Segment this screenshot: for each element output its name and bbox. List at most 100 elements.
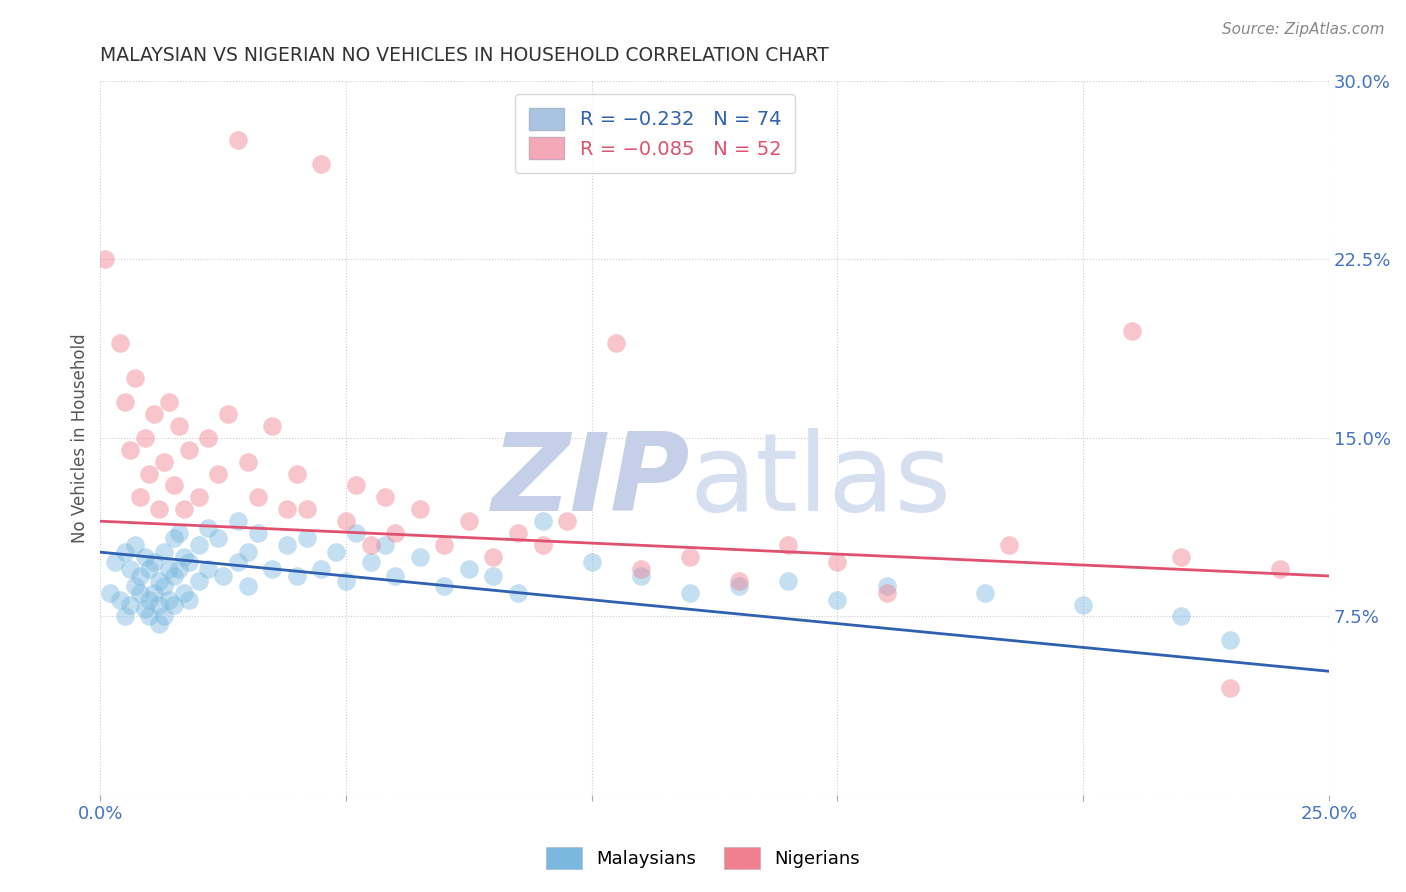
Point [236, 455, 259, 469]
Point [226, 133, 249, 147]
Point [262, 419, 284, 434]
Point [374, 491, 396, 505]
Point [344, 478, 367, 492]
Point [374, 538, 396, 552]
Point [128, 491, 150, 505]
Point [778, 574, 800, 588]
Point [236, 578, 259, 592]
Point [163, 569, 186, 583]
Point [187, 538, 209, 552]
Point [531, 514, 554, 528]
Point [506, 585, 529, 599]
Point [128, 569, 150, 583]
Point [124, 371, 146, 385]
Point [167, 526, 190, 541]
Point [295, 502, 318, 516]
Point [118, 442, 141, 457]
Point [207, 467, 229, 481]
Point [153, 455, 176, 469]
Text: ZIP: ZIP [492, 428, 690, 533]
Point [128, 585, 150, 599]
Point [506, 526, 529, 541]
Point [384, 569, 406, 583]
Point [555, 514, 578, 528]
Point [167, 419, 190, 434]
Point [827, 555, 849, 569]
Point [630, 569, 652, 583]
Point [187, 574, 209, 588]
Point [143, 585, 166, 599]
Point [177, 442, 200, 457]
Point [360, 555, 382, 569]
Point [163, 478, 186, 492]
Point [134, 549, 156, 564]
Point [226, 555, 249, 569]
Text: atlas: atlas [690, 428, 952, 533]
Point [153, 545, 176, 559]
Point [433, 578, 456, 592]
Point [177, 592, 200, 607]
Point [876, 585, 898, 599]
Point [1219, 681, 1241, 695]
Point [482, 549, 505, 564]
Point [163, 598, 186, 612]
Point [157, 395, 180, 409]
Point [1071, 598, 1094, 612]
Point [173, 502, 195, 516]
Point [143, 407, 166, 421]
Point [197, 562, 219, 576]
Point [226, 514, 249, 528]
Point [207, 531, 229, 545]
Y-axis label: No Vehicles in Household: No Vehicles in Household [72, 333, 89, 542]
Point [246, 491, 269, 505]
Point [679, 549, 702, 564]
Point [167, 562, 190, 576]
Point [148, 598, 170, 612]
Point [143, 555, 166, 569]
Point [1121, 324, 1143, 338]
Point [118, 598, 141, 612]
Point [108, 592, 131, 607]
Point [876, 578, 898, 592]
Point [114, 545, 136, 559]
Point [360, 538, 382, 552]
Point [457, 514, 479, 528]
Point [285, 467, 308, 481]
Point [163, 531, 186, 545]
Point [138, 562, 160, 576]
Point [335, 514, 357, 528]
Point [311, 562, 333, 576]
Text: Source: ZipAtlas.com: Source: ZipAtlas.com [1222, 22, 1385, 37]
Point [148, 502, 170, 516]
Point [605, 335, 627, 350]
Point [173, 585, 195, 599]
Point [187, 491, 209, 505]
Point [138, 467, 160, 481]
Point [1268, 562, 1291, 576]
Point [409, 549, 432, 564]
Point [531, 538, 554, 552]
Point [124, 538, 146, 552]
Point [153, 578, 176, 592]
Point [157, 592, 180, 607]
Point [212, 569, 235, 583]
Point [384, 526, 406, 541]
Point [148, 574, 170, 588]
Point [325, 545, 347, 559]
Point [1170, 549, 1192, 564]
Point [108, 335, 131, 350]
Point [728, 578, 751, 592]
Point [482, 569, 505, 583]
Point [114, 609, 136, 624]
Point [118, 562, 141, 576]
Point [134, 602, 156, 616]
Point [311, 157, 333, 171]
Point [98, 585, 121, 599]
Legend: Malaysians, Nigerians: Malaysians, Nigerians [537, 838, 869, 879]
Point [124, 578, 146, 592]
Point [827, 592, 849, 607]
Point [457, 562, 479, 576]
Point [973, 585, 995, 599]
Point [173, 549, 195, 564]
Point [197, 521, 219, 535]
